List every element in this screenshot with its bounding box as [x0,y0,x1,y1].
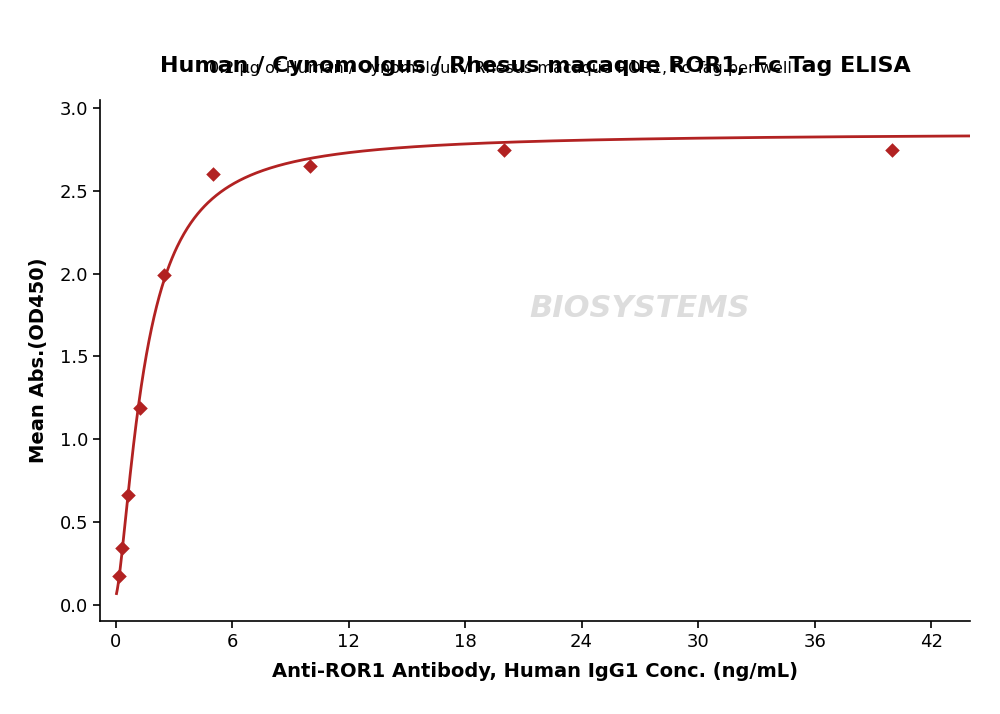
X-axis label: Anti-ROR1 Antibody, Human IgG1 Conc. (ng/mL): Anti-ROR1 Antibody, Human IgG1 Conc. (ng… [272,662,798,681]
Point [302,161,318,172]
Point [156,270,172,281]
Point [884,144,900,156]
Title: Human / Cynomolgus / Rhesus macaque ROR1, Fc Tag ELISA: Human / Cynomolgus / Rhesus macaque ROR1… [160,56,910,76]
Point [205,169,221,180]
Point [114,543,130,554]
Text: BIOSYSTEMS: BIOSYSTEMS [529,294,750,323]
Point [111,570,127,581]
Point [132,402,148,413]
Text: 0.2 µg of Human / Cynomolgus / Rhesus macaque ROR1, Fc Tag per well: 0.2 µg of Human / Cynomolgus / Rhesus ma… [209,61,791,76]
Point [120,490,136,501]
Y-axis label: Mean Abs.(OD450): Mean Abs.(OD450) [29,258,48,463]
Point [496,144,512,156]
